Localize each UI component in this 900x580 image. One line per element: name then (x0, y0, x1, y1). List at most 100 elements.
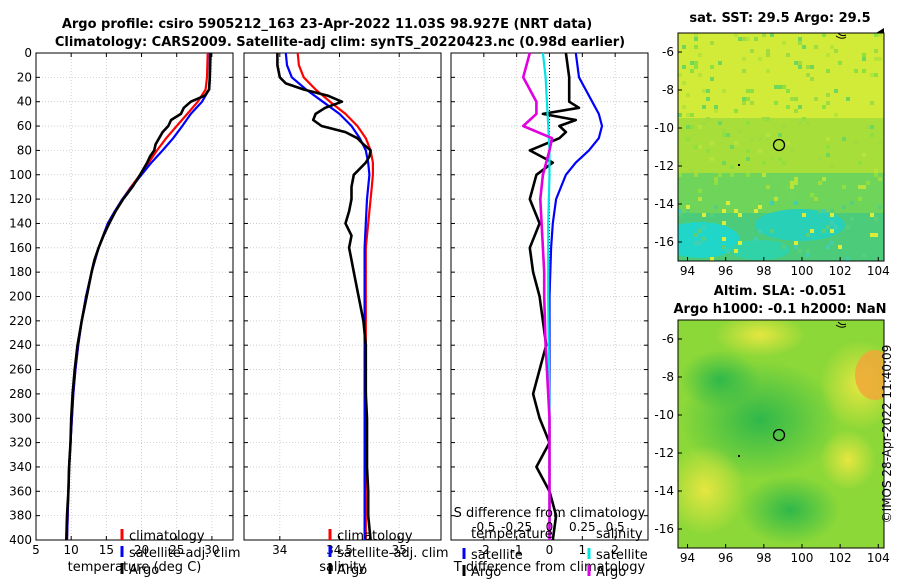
sst-pixel (770, 157, 774, 161)
x-tick-label: 2 (611, 543, 619, 557)
sst-pixel (758, 205, 762, 209)
sst-pixel (810, 77, 814, 81)
plot-frame (35, 52, 234, 541)
sst-pixel (746, 149, 750, 153)
map-x-tick-label: 94 (680, 264, 695, 278)
sst-middle-band (678, 118, 884, 173)
sst-pixel (742, 97, 746, 101)
sst-pixel (810, 229, 814, 233)
sst-pixel (698, 229, 702, 233)
sst-south-band (678, 173, 884, 213)
sst-pixel (714, 177, 718, 181)
sst-pixel (686, 125, 690, 129)
y-tick-label: 160 (9, 241, 32, 255)
sst-pixel (774, 101, 778, 105)
sst-pixel (786, 185, 790, 189)
sst-pixel (798, 41, 802, 45)
sst-pixel (702, 237, 706, 241)
y-tick-label: 320 (9, 436, 32, 450)
map-y-tick-label: -16 (654, 235, 674, 249)
sst-pixel (774, 85, 778, 89)
sst-pixel (734, 141, 738, 145)
sst-pixel (682, 105, 686, 109)
sst-pixel (694, 241, 698, 245)
sst-pixel (678, 113, 682, 117)
sla-contour (835, 321, 847, 328)
y-tick-label: 60 (17, 119, 32, 133)
y-tick-label: 380 (9, 509, 32, 523)
sst-pixel (830, 209, 834, 213)
sst-pixel (714, 109, 718, 113)
sst-pixel (706, 89, 710, 93)
sst-pixel (694, 61, 698, 65)
sst-pixel (766, 137, 770, 141)
sst-pixel (870, 233, 874, 237)
y-tick-label: 200 (9, 290, 32, 304)
difference-panel: -2 -1 0 1 2 T difference from climatology temp… (450, 52, 649, 580)
sla-warm-spot (855, 350, 884, 400)
y-tick-label: 260 (9, 363, 32, 377)
sst-pixel (738, 213, 742, 217)
map-y-tick-label: -12 (654, 159, 674, 173)
sst-pixel (678, 209, 682, 213)
sst-pixel (794, 61, 798, 65)
sst-pixel (758, 57, 762, 61)
sst-pixel (834, 113, 838, 117)
sst-pixel (678, 161, 682, 165)
x-tick-label: -2 (478, 543, 490, 557)
sst-pixel (698, 125, 702, 129)
sst-pixel (734, 33, 738, 37)
series-line-argo (65, 52, 212, 541)
sst-pixel (782, 245, 786, 249)
sst-pixel (862, 69, 866, 73)
y-tick-label: 180 (9, 265, 32, 279)
sst-pixel (818, 181, 822, 185)
sst-pixel (770, 201, 774, 205)
sst-pixel (774, 181, 778, 185)
sla-float-marker (772, 428, 786, 442)
legend-entry-temperature: Argo (471, 565, 501, 580)
sst-pixel (878, 57, 882, 61)
sst-pixel (858, 197, 862, 201)
sst-pixel (870, 125, 874, 129)
sst-pixel (830, 213, 834, 217)
title-line-2: Climatology: CARS2009. Satellite-adj cli… (55, 35, 625, 50)
sst-north-band (678, 33, 884, 118)
sst-pixel (826, 137, 830, 141)
sst-pixel (722, 133, 726, 137)
sst-pixel (826, 245, 830, 249)
sst-pixel (850, 217, 854, 221)
sst-pixel (770, 33, 774, 37)
map-x-tick-label: 98 (756, 551, 771, 565)
y-tick-label: 360 (9, 484, 32, 498)
sst-map-axes: 94 96 98 100 102 104 -6 -8 -10 -12 -14 -16 (654, 45, 889, 278)
sst-pixel (842, 185, 846, 189)
sst-pixel (686, 137, 690, 141)
sst-pixel (822, 33, 826, 37)
sst-pixel (830, 45, 834, 49)
series-line-s-satellite (541, 52, 551, 540)
map-x-tick-label: 104 (867, 551, 890, 565)
sst-pixel (750, 137, 754, 141)
sst-pixel (686, 113, 690, 117)
sst-pixel (702, 89, 706, 93)
sla-high-southeast (820, 430, 876, 490)
sst-pixel (722, 209, 726, 213)
sst-pixel (802, 213, 806, 217)
sst-pixel (698, 241, 702, 245)
sst-pixel (878, 33, 882, 37)
sst-pixel (814, 197, 818, 201)
sla-field (678, 320, 884, 548)
sst-pixel (810, 65, 814, 69)
sst-pixel (722, 221, 726, 225)
sst-pixel (806, 121, 810, 125)
sst-pixel (782, 125, 786, 129)
plot-frame (243, 52, 442, 541)
map-x-tick-label: 100 (791, 264, 814, 278)
y-tick-label: 100 (9, 168, 32, 182)
sst-pixel (698, 73, 702, 77)
legend-entry: satellite-adj. clim (337, 546, 449, 561)
sst-pixel (806, 249, 810, 253)
y-tick-label: 120 (9, 192, 32, 206)
